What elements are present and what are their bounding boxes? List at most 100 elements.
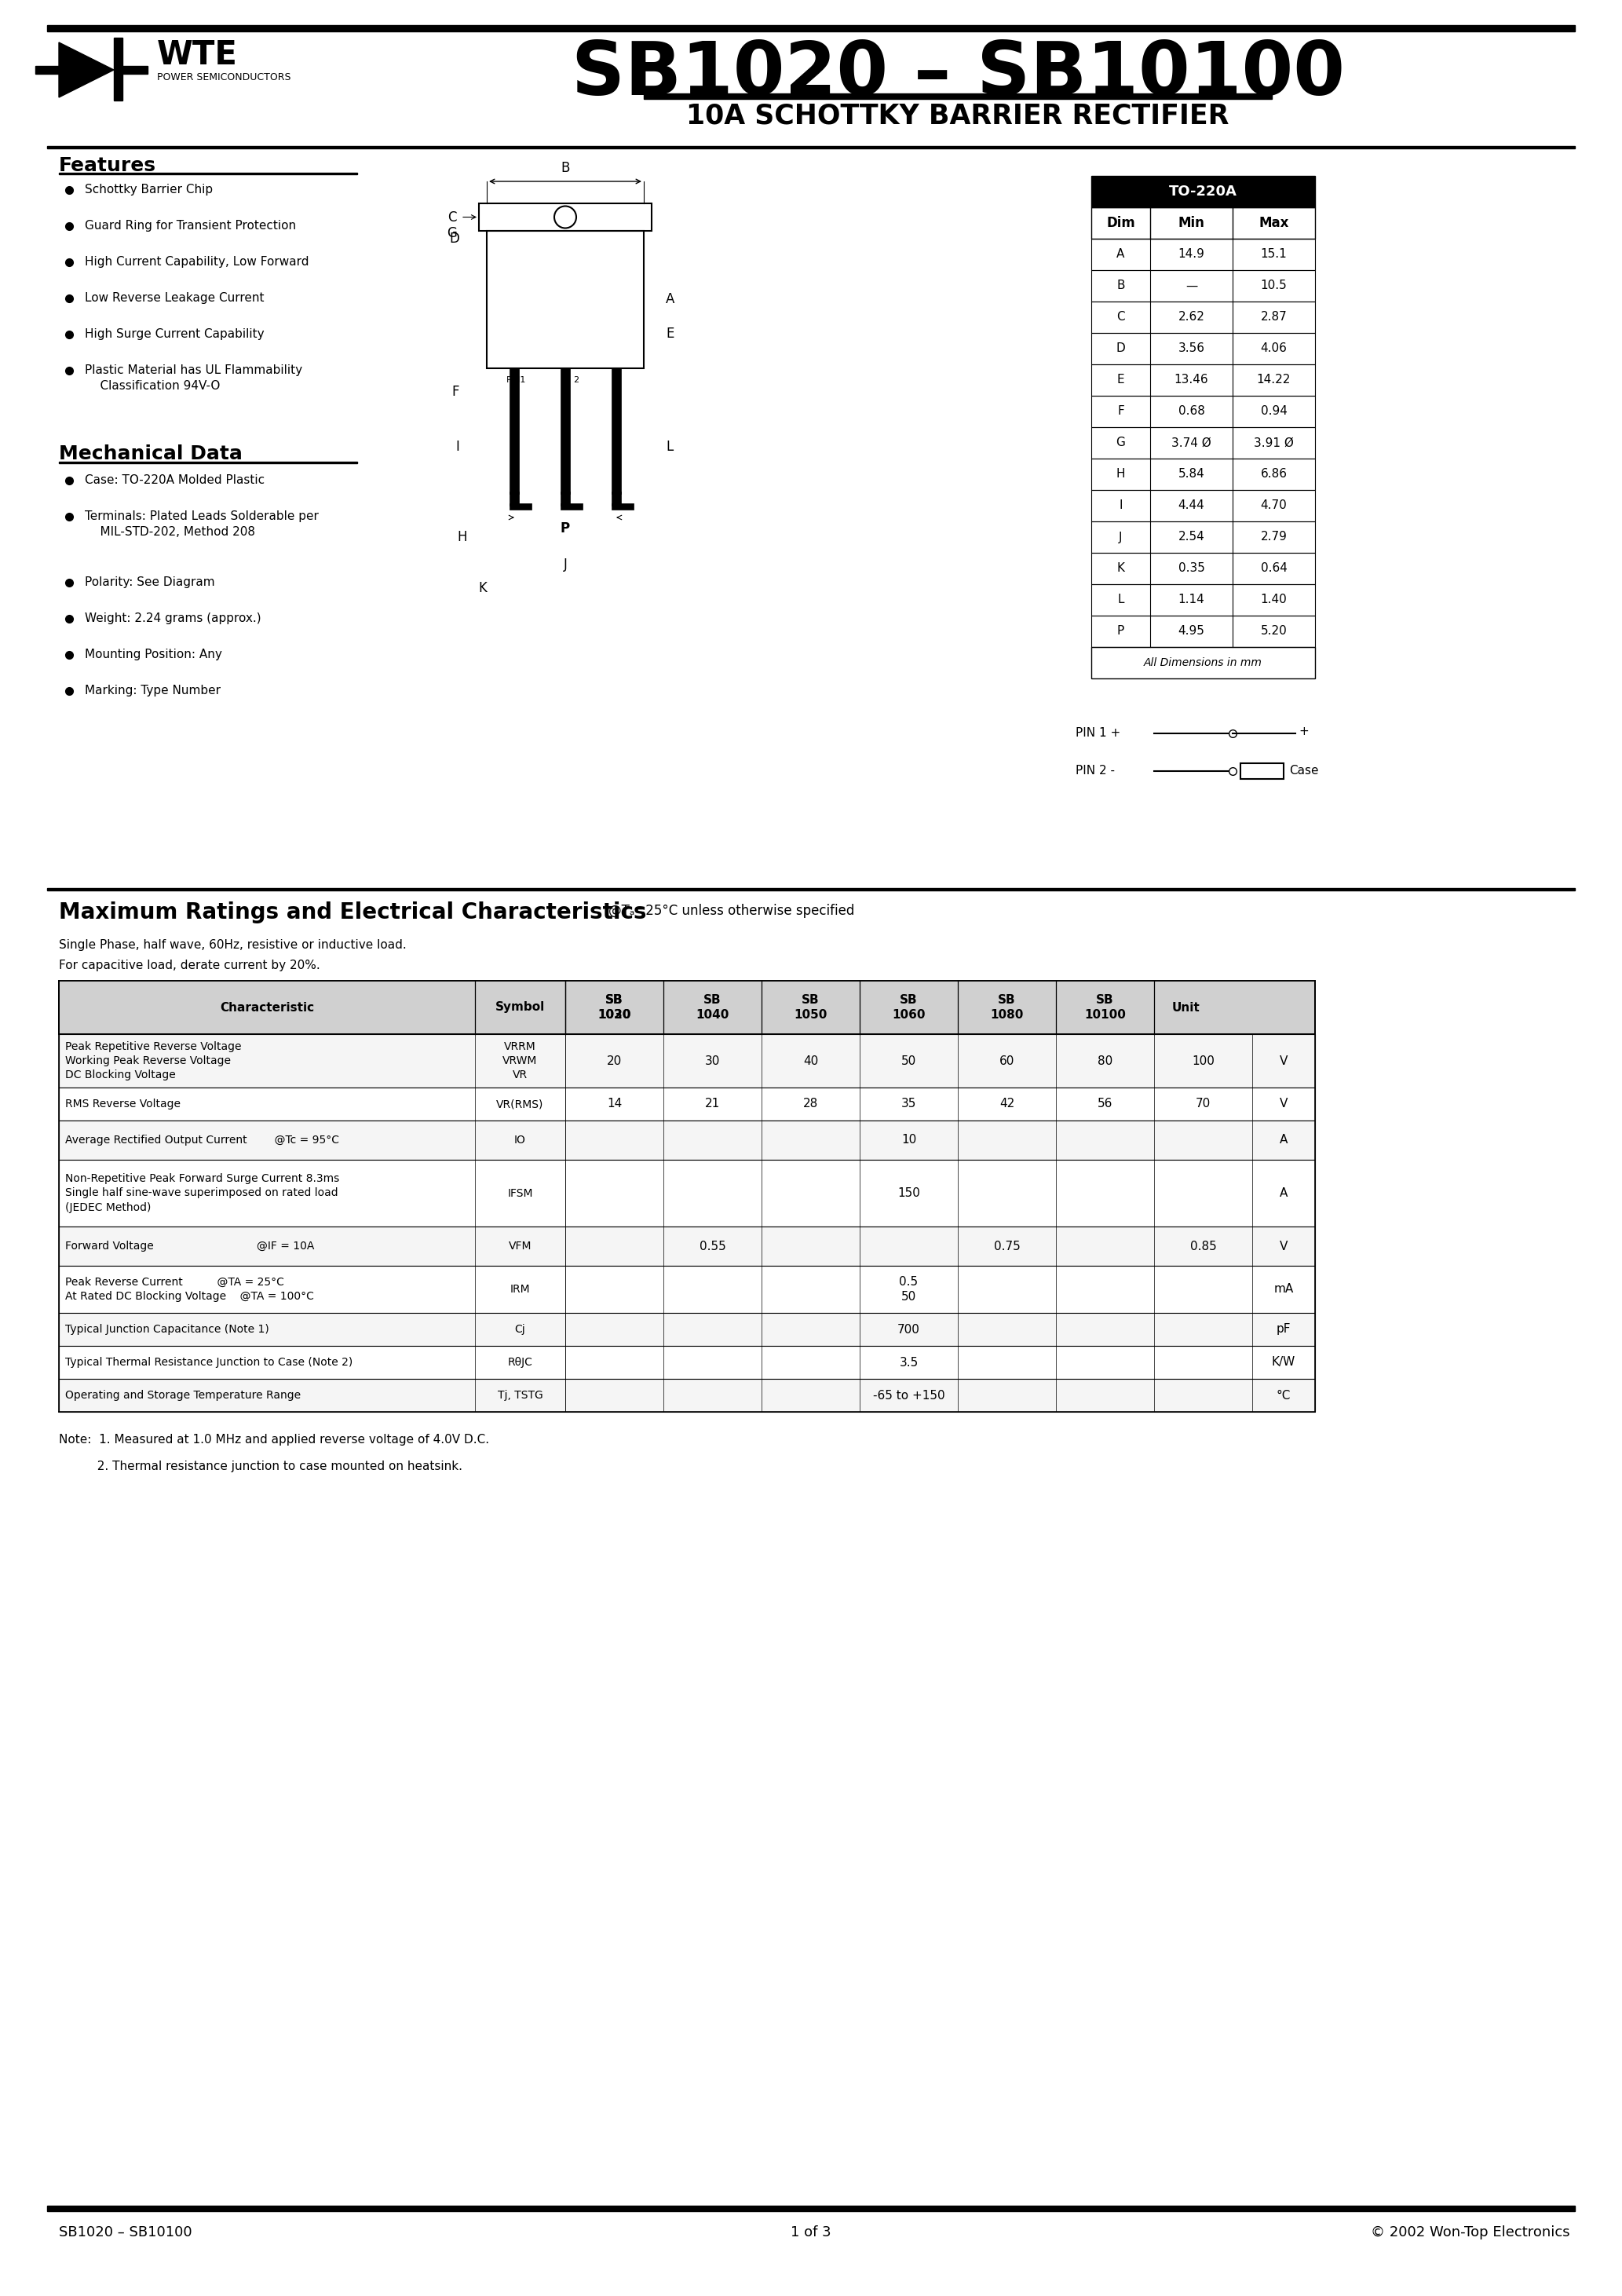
Text: °C: °C: [1277, 1389, 1291, 1401]
Bar: [509, 367, 519, 494]
Bar: [1092, 489, 1315, 521]
Text: Mechanical Data: Mechanical Data: [58, 445, 243, 464]
Text: 13.46: 13.46: [1174, 374, 1208, 386]
Text: C: C: [448, 209, 457, 225]
Bar: [509, 503, 532, 510]
Text: All Dimensions in mm: All Dimensions in mm: [1144, 657, 1262, 668]
Text: 0.55: 0.55: [699, 1240, 725, 1251]
Text: @Tₐ=25°C unless otherwise specified: @Tₐ=25°C unless otherwise specified: [608, 905, 855, 918]
Text: J: J: [563, 558, 568, 572]
Text: P: P: [1118, 625, 1124, 638]
Bar: [561, 503, 582, 510]
Text: Min: Min: [1178, 216, 1205, 230]
Text: Cj: Cj: [514, 1325, 526, 1334]
Text: 4.70: 4.70: [1260, 501, 1288, 512]
Bar: [58, 1159, 1315, 1226]
Text: Guard Ring for Transient Protection: Guard Ring for Transient Protection: [84, 220, 297, 232]
Text: 5.20: 5.20: [1260, 625, 1288, 638]
Text: © 2002 Won-Top Electronics: © 2002 Won-Top Electronics: [1371, 2225, 1570, 2239]
Text: H: H: [1116, 468, 1126, 480]
Text: Typical Thermal Resistance Junction to Case (Note 2): Typical Thermal Resistance Junction to C…: [65, 1357, 352, 1368]
Text: Non-Repetitive Peak Forward Surge Current 8.3ms
Single half sine-wave superimpos: Non-Repetitive Peak Forward Surge Curren…: [65, 1173, 339, 1212]
Text: SB
1020: SB 1020: [597, 994, 631, 1022]
Text: A: A: [1280, 1187, 1288, 1199]
Text: SB
1050: SB 1050: [795, 994, 827, 1022]
Text: Mounting Position: Any: Mounting Position: Any: [84, 647, 222, 661]
Text: pF: pF: [1277, 1322, 1291, 1336]
Text: 56: 56: [1098, 1097, 1113, 1109]
Text: WTE: WTE: [157, 39, 238, 71]
Text: I: I: [1119, 501, 1122, 512]
Text: —: —: [1186, 280, 1197, 292]
Text: VRRM
VRWM
VR: VRRM VRWM VR: [503, 1040, 537, 1081]
Text: 35: 35: [902, 1097, 916, 1109]
Text: mA: mA: [1273, 1283, 1293, 1295]
Bar: [1092, 427, 1315, 459]
Text: A: A: [1116, 248, 1124, 259]
Text: 0.35: 0.35: [1178, 563, 1205, 574]
Text: 80: 80: [1098, 1054, 1113, 1068]
Text: -65 to +150: -65 to +150: [873, 1389, 944, 1401]
Text: Operating and Storage Temperature Range: Operating and Storage Temperature Range: [65, 1389, 300, 1401]
Text: 20: 20: [607, 1054, 621, 1068]
Bar: [1092, 459, 1315, 489]
Text: A: A: [665, 292, 675, 308]
Text: G: G: [1116, 436, 1126, 448]
Bar: [58, 1265, 1315, 1313]
Text: VR(RMS): VR(RMS): [496, 1097, 543, 1109]
Text: 2.79: 2.79: [1260, 530, 1288, 542]
Bar: [58, 980, 1315, 1033]
Bar: [47, 889, 1575, 891]
Text: L: L: [665, 441, 673, 455]
Text: Tj, TSTG: Tj, TSTG: [498, 1389, 543, 1401]
Text: 2.54: 2.54: [1178, 530, 1205, 542]
Bar: [58, 980, 1315, 1033]
Text: 4.95: 4.95: [1178, 625, 1205, 638]
Bar: [487, 232, 644, 367]
Bar: [58, 1313, 1315, 1345]
Bar: [1092, 207, 1315, 239]
Text: P: P: [561, 521, 569, 535]
Text: K: K: [478, 581, 487, 595]
Text: 28: 28: [803, 1097, 817, 1109]
Bar: [1092, 365, 1315, 395]
Text: 0.85: 0.85: [1191, 1240, 1216, 1251]
Bar: [1092, 333, 1315, 365]
Text: 1 of 3: 1 of 3: [792, 2225, 830, 2239]
Bar: [58, 1226, 1315, 1265]
Text: Peak Repetitive Reverse Voltage
Working Peak Reverse Voltage
DC Blocking Voltage: Peak Repetitive Reverse Voltage Working …: [65, 1040, 242, 1081]
Bar: [1092, 647, 1315, 677]
Text: F: F: [453, 386, 459, 400]
Text: 3.56: 3.56: [1178, 342, 1205, 354]
Text: Case: TO-220A Molded Plastic: Case: TO-220A Molded Plastic: [84, 475, 264, 487]
Text: PIN1: PIN1: [506, 377, 527, 383]
Text: K/W: K/W: [1272, 1357, 1296, 1368]
Bar: [1092, 615, 1315, 647]
Bar: [58, 1380, 1315, 1412]
Text: POWER SEMICONDUCTORS: POWER SEMICONDUCTORS: [157, 71, 290, 83]
Text: 3.74 Ø: 3.74 Ø: [1171, 436, 1212, 448]
Text: D: D: [449, 232, 459, 246]
Bar: [123, 67, 148, 73]
Bar: [611, 491, 621, 505]
Text: 0.68: 0.68: [1178, 406, 1205, 418]
Text: Single Phase, half wave, 60Hz, resistive or inductive load.: Single Phase, half wave, 60Hz, resistive…: [58, 939, 407, 951]
Text: C: C: [1116, 312, 1126, 324]
Text: H: H: [457, 530, 467, 544]
Bar: [1092, 177, 1315, 207]
Text: 10: 10: [902, 1134, 916, 1146]
Polygon shape: [58, 41, 114, 96]
Text: PIN 1 +: PIN 1 +: [1075, 728, 1121, 739]
Bar: [561, 367, 569, 494]
Text: V: V: [1280, 1097, 1288, 1109]
Bar: [561, 491, 569, 505]
Text: +: +: [1299, 726, 1309, 737]
Text: 5.84: 5.84: [1178, 468, 1205, 480]
Bar: [1092, 301, 1315, 333]
Bar: [58, 1088, 1315, 1120]
Text: 6.86: 6.86: [1260, 468, 1288, 480]
Text: D: D: [1116, 342, 1126, 354]
Text: IRM: IRM: [509, 1283, 530, 1295]
Text: 4.06: 4.06: [1260, 342, 1288, 354]
Text: Features: Features: [58, 156, 156, 174]
